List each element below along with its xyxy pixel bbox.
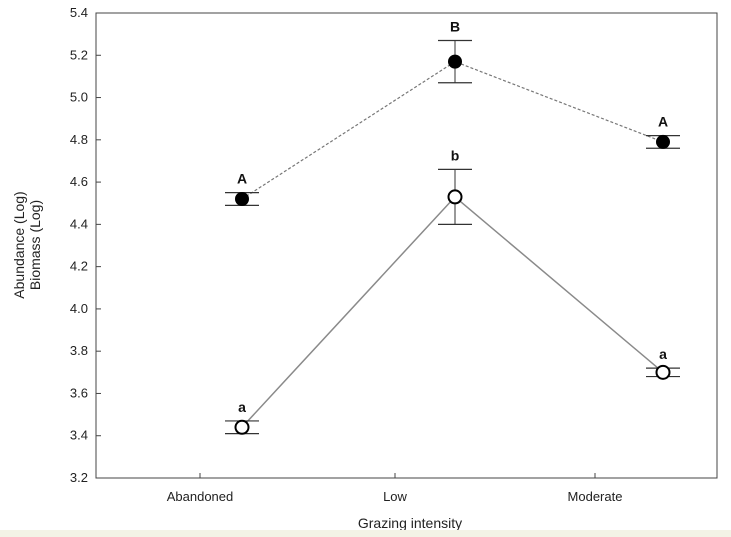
series-layer: A B Aa b a: [225, 18, 680, 435]
significance-letter: a: [238, 399, 246, 415]
y-tick-label: 4.0: [70, 301, 88, 316]
significance-letter: B: [450, 18, 460, 34]
y-tick-label: 5.4: [70, 5, 88, 20]
significance-letter: A: [237, 171, 247, 187]
y-tick-label: 3.8: [70, 343, 88, 358]
data-point: [656, 134, 670, 149]
x-tick-label: Abandoned: [167, 489, 234, 504]
y-axis: 3.2 3.4 3.6 3.8 4.0 4.2 4.4 4.6 4.8 5.0 5.2 5.4: [70, 5, 101, 485]
y-axis-title-line-2: Biomass (Log): [27, 200, 43, 290]
y-tick-label: 5.0: [70, 90, 88, 105]
plot-frame: [95, 12, 718, 479]
x-axis: Abandoned Low Moderate: [167, 473, 623, 504]
y-tick-label: 4.4: [70, 216, 88, 231]
data-point: [655, 364, 671, 380]
x-tick-label: Moderate: [568, 489, 623, 504]
series-2-line: [241, 195, 664, 428]
data-point: [448, 54, 462, 69]
y-tick-label: 3.4: [70, 428, 88, 443]
significance-letter: b: [451, 147, 460, 163]
series-1-line: [241, 60, 664, 200]
y-axis-title-line-1: Abundance (Log): [11, 191, 27, 298]
y-tick-label: 5.2: [70, 47, 88, 62]
x-axis-title: Grazing intensity: [358, 515, 462, 531]
y-tick-label: 3.2: [70, 470, 88, 485]
data-point: [447, 189, 463, 205]
y-axis-title: Abundance (Log) Biomass (Log): [11, 191, 43, 298]
data-point: [234, 419, 250, 435]
y-tick-label: 4.2: [70, 259, 88, 274]
y-tick-label: 4.8: [70, 132, 88, 147]
significance-letter: A: [658, 114, 668, 130]
significance-letter: a: [659, 346, 667, 362]
y-tick-label: 4.6: [70, 174, 88, 189]
bottom-strip: [0, 530, 731, 537]
x-tick-label: Low: [383, 489, 407, 504]
y-tick-label: 3.6: [70, 385, 88, 400]
data-point: [235, 192, 249, 206]
